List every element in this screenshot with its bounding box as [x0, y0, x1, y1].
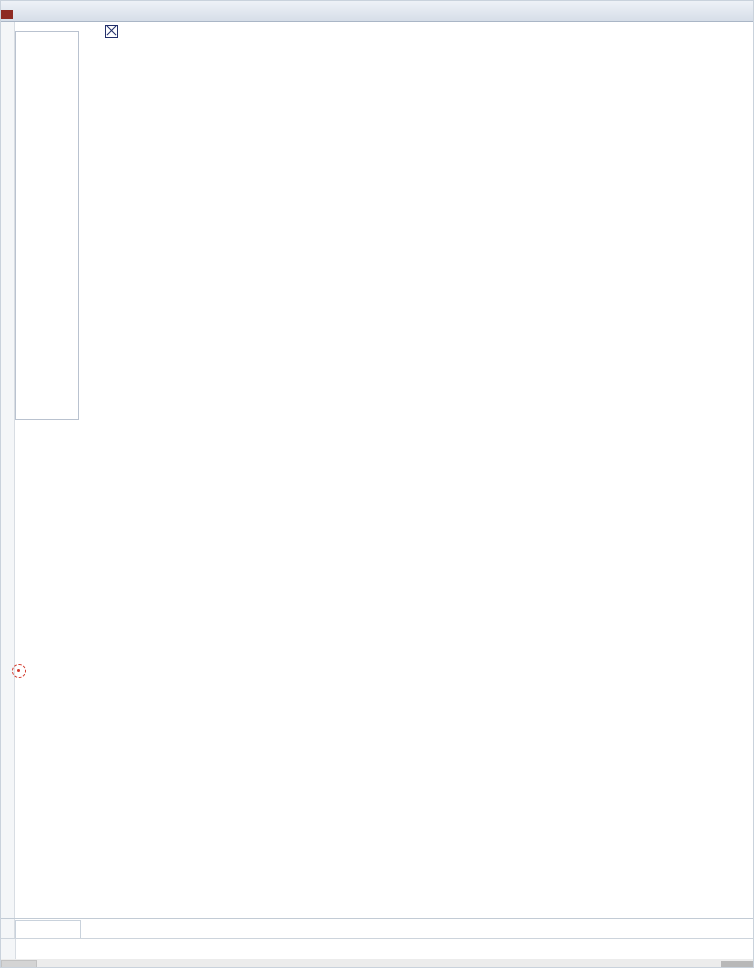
scrollbar-left-box[interactable] — [1, 960, 37, 967]
quote-info-panel — [15, 31, 79, 420]
close-chart-icon[interactable] — [105, 25, 118, 38]
period-selector-button[interactable] — [15, 920, 81, 939]
indicator-settings-icon[interactable] — [12, 664, 26, 678]
tab-bar-spacer — [1, 939, 16, 959]
scrollbar-thumb[interactable] — [721, 961, 753, 967]
symbol-ma-bar — [87, 24, 136, 39]
candlestick-macd-chart[interactable] — [81, 22, 754, 919]
top-toolbar — [1, 1, 753, 22]
indicator-tab-bar — [1, 938, 753, 960]
macd-header — [89, 663, 109, 677]
time-axis-row — [1, 918, 753, 939]
bottom-scrollbar — [1, 959, 753, 967]
sidebar-collapse-marker[interactable] — [1, 10, 13, 19]
chart-type-sidebar — [1, 10, 15, 959]
